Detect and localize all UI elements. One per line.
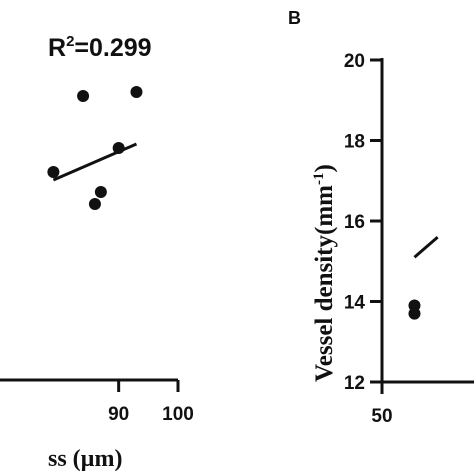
panel-a-points bbox=[47, 86, 143, 210]
panel-b-y-tick-label-4: 12 bbox=[344, 373, 365, 394]
panel-a-x-label: ss (µm) bbox=[48, 446, 122, 472]
panel-b-y-ticks: 20 18 16 14 12 bbox=[344, 51, 382, 394]
panel-b: B 20 18 16 14 12 50 Vessel density(mm-1) bbox=[288, 8, 474, 427]
panel-b-points bbox=[408, 299, 421, 320]
panel-a-point-4 bbox=[112, 142, 125, 154]
panel-a-x-tick-label-0: 90 bbox=[108, 404, 129, 425]
panel-a-point-0 bbox=[47, 166, 60, 178]
panel-b-y-tick-label-0: 20 bbox=[344, 51, 365, 72]
panel-b-y-tick-label-1: 18 bbox=[344, 132, 365, 153]
r-squared-annotation: R2=0.299 bbox=[48, 33, 152, 62]
panel-a-point-5 bbox=[130, 86, 143, 98]
panel-a-point-3 bbox=[88, 198, 101, 210]
panel-b-fit-line bbox=[413, 235, 439, 259]
panel-a-x-ticks: 90 100 bbox=[108, 380, 194, 425]
panel-a-point-1 bbox=[77, 90, 90, 102]
panel-b-y-tick-label-3: 14 bbox=[344, 293, 366, 314]
panel-a: R2=0.299 90 100 ss (µm) bbox=[0, 33, 194, 472]
panel-b-y-tick-label-2: 16 bbox=[344, 212, 365, 233]
panel-b-fit-line-group bbox=[413, 235, 439, 259]
panel-a-x-tick-label-1: 100 bbox=[162, 404, 194, 425]
panel-b-x-ticks: 50 bbox=[371, 382, 393, 427]
panel-b-point-1 bbox=[408, 307, 421, 320]
panel-b-x-tick-label-0: 50 bbox=[371, 406, 392, 427]
panel-b-letter: B bbox=[288, 8, 301, 28]
panel-a-point-2 bbox=[94, 186, 107, 198]
panel-b-y-label: Vessel density(mm-1) bbox=[311, 164, 338, 382]
